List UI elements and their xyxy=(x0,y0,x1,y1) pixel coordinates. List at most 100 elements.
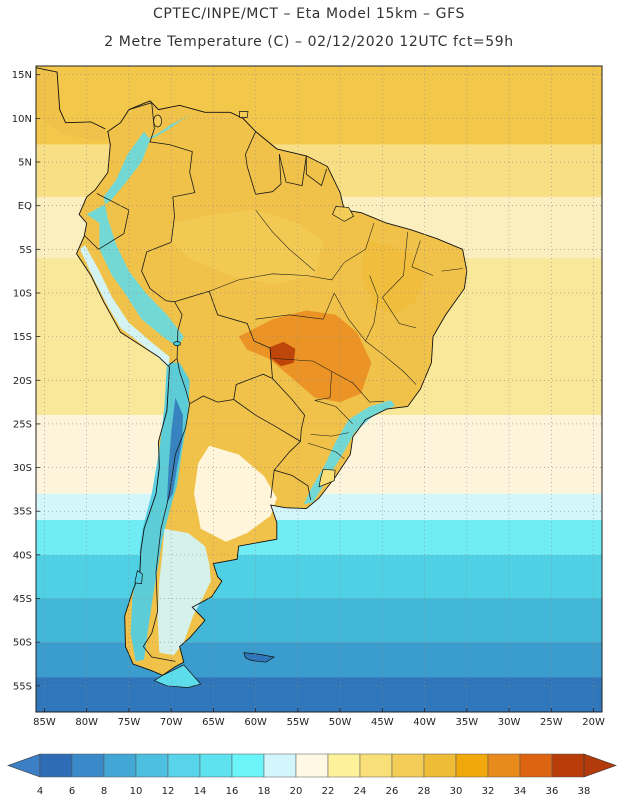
lat-label: 15N xyxy=(12,70,32,81)
state-border xyxy=(382,231,417,329)
lat-label: 25S xyxy=(13,419,32,430)
pampas-warm-zone xyxy=(194,445,277,542)
colorbar-swatch xyxy=(551,753,585,778)
colorbar-label: 18 xyxy=(258,786,271,797)
colorbar-swatch xyxy=(487,753,521,778)
colorbar-min-arrow xyxy=(7,753,41,778)
colorbar-label: 6 xyxy=(69,786,75,797)
colorbar-label: 38 xyxy=(578,786,591,797)
lagoa-dos-patos xyxy=(318,468,336,488)
coastline xyxy=(75,100,468,676)
lat-label: 15S xyxy=(13,332,32,343)
colorbar-swatch xyxy=(199,753,233,778)
colorbar-label: 24 xyxy=(354,786,367,797)
lon-label: 75W xyxy=(118,717,141,728)
north-andes-cool-zone xyxy=(86,131,184,348)
lon-label: 80W xyxy=(75,717,98,728)
lat-label: 10N xyxy=(12,114,32,125)
state-border xyxy=(411,240,434,276)
lat-label: 10S xyxy=(13,288,32,299)
lon-label: 65W xyxy=(202,717,225,728)
northeast-warm-zone xyxy=(361,240,425,315)
colorbar-label: 8 xyxy=(101,786,107,797)
lon-label: 55W xyxy=(287,717,310,728)
venezuela-andes-cool-zone xyxy=(143,114,193,141)
colorbar-swatch xyxy=(295,753,329,778)
lon-label: 35W xyxy=(456,717,479,728)
ocean-temperature-band xyxy=(36,554,602,599)
coast-peru-cool-zone xyxy=(79,245,170,368)
map-frame xyxy=(35,65,603,713)
state-border xyxy=(333,275,379,342)
colorbar-swatch xyxy=(231,753,265,778)
colorbar-swatch xyxy=(135,753,169,778)
lon-label: 50W xyxy=(329,717,352,728)
lake-maracaibo xyxy=(153,114,162,128)
colorbar-label: 4 xyxy=(37,786,43,797)
lat-label: 40S xyxy=(13,550,32,561)
colorbar-swatch xyxy=(423,753,457,778)
state-border xyxy=(255,292,335,320)
ocean-temperature-band xyxy=(36,677,602,712)
chiloe-island xyxy=(134,570,143,585)
lat-label: 55S xyxy=(13,681,32,692)
colorbar-swatch xyxy=(327,753,361,778)
colorbar-swatch xyxy=(103,753,137,778)
patagonia-mild-zone xyxy=(157,528,211,656)
colorbar-max-arrow xyxy=(583,753,617,778)
lake-titicaca xyxy=(173,341,181,346)
trinidad-island xyxy=(239,111,249,118)
country-border xyxy=(273,441,301,471)
colorbar-swatch xyxy=(519,753,553,778)
lon-label: 40W xyxy=(413,717,436,728)
colorbar-swatch xyxy=(263,753,297,778)
chart-title: CPTEC/INPE/MCT – Eta Model 15km – GFS xyxy=(152,6,466,22)
colorbar-swatch xyxy=(359,753,393,778)
andes-deep-cold-zone xyxy=(166,397,183,503)
colorbar-label: 32 xyxy=(482,786,495,797)
country-border xyxy=(305,155,327,187)
country-border xyxy=(142,403,191,662)
lat-label: 30S xyxy=(13,463,32,474)
colorbar-label: 12 xyxy=(162,786,175,797)
colorbar-label: 10 xyxy=(130,786,143,797)
chart-subtitle: 2 Metre Temperature (C) – 02/12/2020 12U… xyxy=(104,34,514,50)
state-border xyxy=(310,432,349,437)
tierra-del-fuego xyxy=(153,664,202,688)
colorbar-swatch xyxy=(391,753,425,778)
central-hot-zone xyxy=(238,310,372,403)
pantanal-hotspot-zone xyxy=(270,341,296,367)
state-border xyxy=(314,400,353,425)
colorbar-swatch xyxy=(39,753,73,778)
colorbar-label: 30 xyxy=(450,786,463,797)
country-border xyxy=(233,378,306,443)
lat-label: 45S xyxy=(13,594,32,605)
colorbar-swatch xyxy=(71,753,105,778)
lat-label: 35S xyxy=(13,507,32,518)
lon-label: 85W xyxy=(33,717,56,728)
ocean-temperature-band xyxy=(36,598,602,643)
marajo-island xyxy=(332,206,355,222)
lon-label: 70W xyxy=(160,717,183,728)
state-border xyxy=(209,223,375,292)
state-border xyxy=(307,442,345,460)
central-america-coastline xyxy=(36,67,106,130)
lat-label: 5S xyxy=(19,245,32,256)
lon-label: 30W xyxy=(498,717,521,728)
country-border xyxy=(174,290,273,405)
lon-label: 20W xyxy=(582,717,605,728)
country-border xyxy=(83,193,130,250)
colorbar-swatch xyxy=(455,753,489,778)
lon-label: 25W xyxy=(540,717,563,728)
lon-label: 45W xyxy=(371,717,394,728)
colorbar-swatch xyxy=(167,753,201,778)
colorbar-label: 26 xyxy=(386,786,399,797)
state-border xyxy=(331,371,385,403)
colorbar-label: 14 xyxy=(194,786,207,797)
country-border xyxy=(278,154,307,187)
amazon-warm-zone xyxy=(171,210,324,285)
lat-label: 5N xyxy=(18,158,32,169)
country-border xyxy=(270,469,311,500)
ocean-temperature-band xyxy=(36,519,602,555)
